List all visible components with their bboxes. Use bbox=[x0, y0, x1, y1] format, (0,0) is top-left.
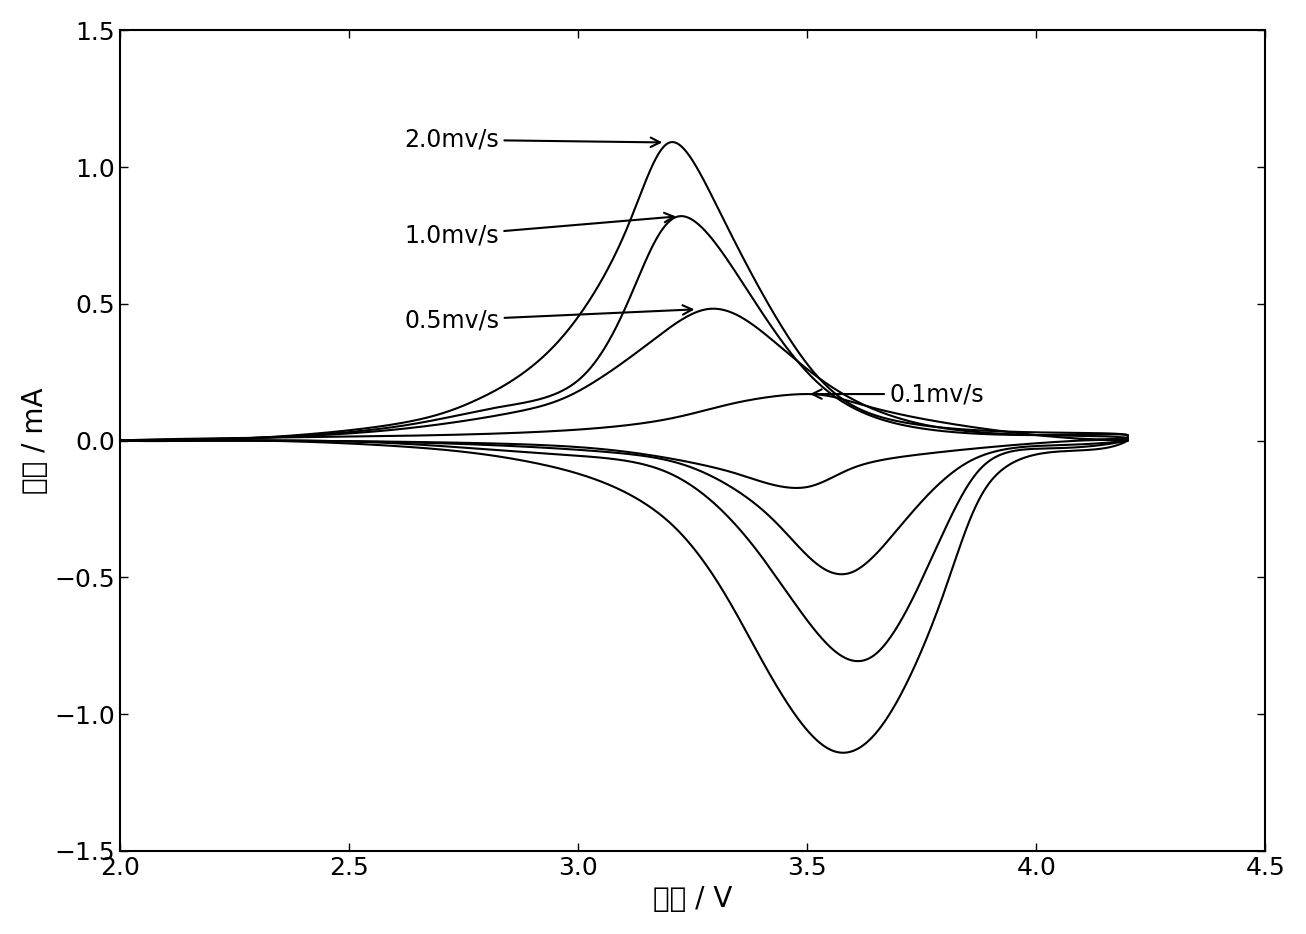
Text: 0.5mv/s: 0.5mv/s bbox=[404, 305, 692, 333]
Text: 0.1mv/s: 0.1mv/s bbox=[812, 382, 985, 406]
Text: 1.0mv/s: 1.0mv/s bbox=[404, 213, 674, 248]
Y-axis label: 电流 / mA: 电流 / mA bbox=[21, 388, 48, 494]
X-axis label: 电压 / V: 电压 / V bbox=[653, 885, 733, 913]
Text: 2.0mv/s: 2.0mv/s bbox=[404, 128, 660, 151]
